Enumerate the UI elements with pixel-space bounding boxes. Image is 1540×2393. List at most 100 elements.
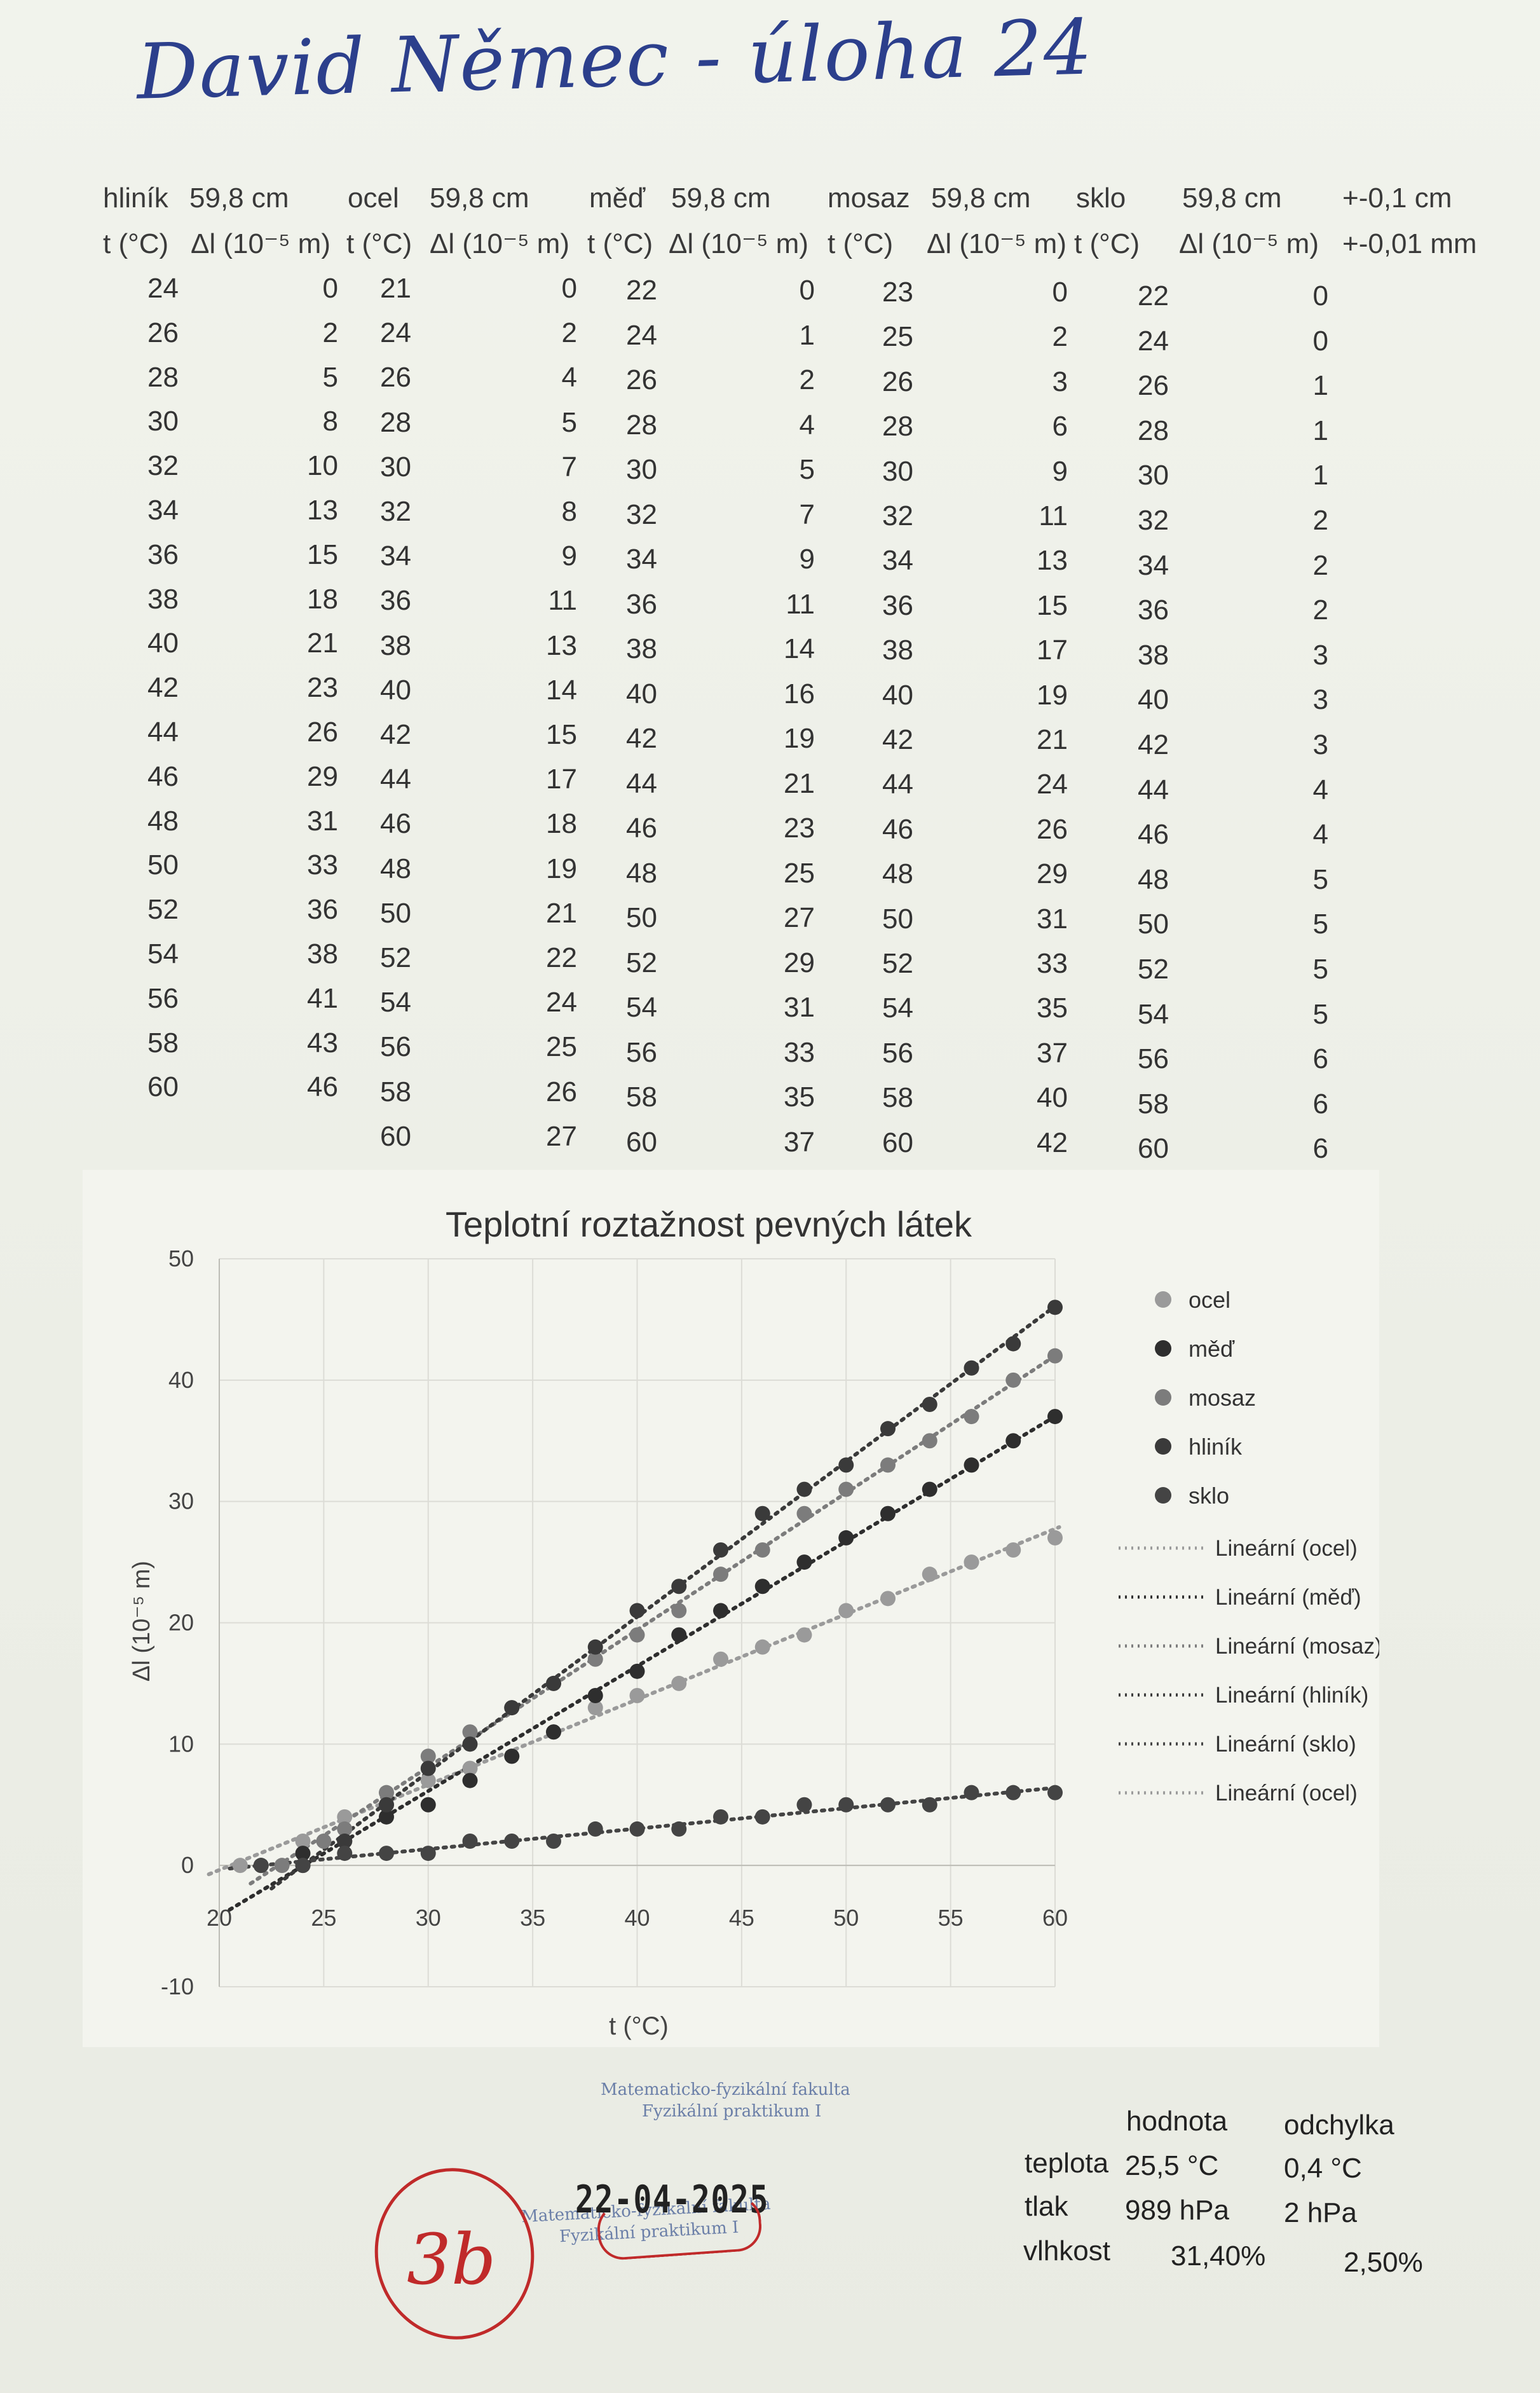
t-cell: 38 — [1138, 639, 1169, 671]
data-point-měď — [838, 1530, 854, 1546]
dl-cell: 10 — [307, 450, 338, 482]
stamp-date: 22-04-2025 — [575, 2177, 769, 2222]
data-point-ocel — [1047, 1530, 1063, 1546]
data-point-ocel — [796, 1627, 812, 1643]
t-cell: 44 — [626, 767, 657, 799]
data-point-mosaz — [420, 1748, 436, 1764]
t-cell: 38 — [626, 633, 657, 664]
dl-cell: 13 — [546, 629, 577, 661]
t-cell: 42 — [626, 723, 657, 754]
data-point-sklo — [295, 1858, 311, 1874]
t-cell: 36 — [147, 538, 179, 570]
x-tick-label: 50 — [833, 1905, 859, 1931]
t-cell: 54 — [380, 987, 411, 1018]
t-cell: 38 — [882, 634, 913, 666]
t-cell: 44 — [147, 717, 179, 748]
legend-marker — [1155, 1438, 1171, 1455]
t-cell: 26 — [1138, 370, 1169, 402]
material-name: měď — [589, 182, 646, 214]
t-cell: 58 — [147, 1027, 179, 1059]
dl-cell: 33 — [307, 849, 338, 881]
data-point-mosaz — [274, 1858, 290, 1874]
dl-cell: 6 — [1312, 1088, 1328, 1120]
conditions-deviation: 0,4 °C — [1284, 2153, 1362, 2184]
t-cell: 46 — [626, 813, 657, 844]
y-tick-label: 30 — [168, 1488, 194, 1514]
t-cell: 25 — [882, 321, 913, 353]
dl-cell: 41 — [307, 982, 338, 1014]
legend-marker — [1155, 1487, 1171, 1504]
data-point-ocel — [713, 1651, 728, 1667]
dl-cell: 6 — [1312, 1043, 1328, 1075]
t-cell: 58 — [626, 1081, 657, 1113]
data-point-sklo — [420, 1846, 436, 1862]
legend-trend-label: Lineární (mosaz) — [1215, 1634, 1379, 1659]
dl-cell: 7 — [799, 498, 815, 530]
dl-cell: 6 — [1052, 411, 1068, 442]
dl-cell: 4 — [1312, 774, 1328, 806]
data-point-hliník — [504, 1700, 520, 1716]
data-point-mosaz — [462, 1724, 478, 1740]
t-cell: 48 — [1138, 863, 1169, 895]
x-tick-label: 45 — [729, 1905, 754, 1931]
dl-cell: 5 — [1312, 909, 1328, 940]
t-cell: 38 — [380, 629, 411, 661]
t-cell: 60 — [882, 1127, 913, 1158]
t-cell: 28 — [147, 361, 179, 393]
dl-cell: 1 — [1312, 415, 1328, 446]
data-point-sklo — [713, 1809, 728, 1825]
dl-cell: 46 — [307, 1071, 338, 1103]
data-point-mosaz — [337, 1821, 353, 1837]
data-point-ocel — [587, 1700, 603, 1716]
legend-marker — [1155, 1340, 1171, 1357]
material-length: 59,8 cm — [671, 182, 771, 214]
data-point-ocel — [922, 1567, 937, 1582]
data-point-mosaz — [629, 1627, 645, 1643]
x-tick-label: 40 — [624, 1905, 650, 1931]
material-name: hliník — [103, 182, 168, 214]
dl-cell: 18 — [307, 583, 338, 615]
data-point-měď — [922, 1481, 937, 1497]
dl-cell: 11 — [548, 585, 577, 617]
data-point-hliník — [713, 1542, 728, 1558]
t-cell: 26 — [882, 366, 913, 397]
t-cell: 30 — [1138, 460, 1169, 491]
t-cell: 34 — [380, 540, 411, 572]
t-cell: 56 — [147, 982, 179, 1014]
data-point-měď — [629, 1663, 645, 1679]
uncertainty-delta: +-0,01 mm — [1342, 228, 1477, 259]
dl-cell: 0 — [1312, 280, 1328, 312]
dl-cell: 23 — [307, 672, 338, 704]
legend-label: ocel — [1189, 1287, 1230, 1313]
data-point-mosaz — [838, 1481, 854, 1497]
data-point-měď — [462, 1772, 478, 1788]
conditions-header-deviation: odchylka — [1284, 2109, 1394, 2141]
t-cell: 30 — [626, 454, 657, 485]
data-point-hliník — [379, 1797, 394, 1813]
t-header: t (°C) — [1074, 228, 1140, 259]
t-cell: 40 — [626, 678, 657, 710]
material-length: 59,8 cm — [1182, 182, 1282, 214]
t-cell: 30 — [147, 406, 179, 437]
data-point-ocel — [420, 1772, 436, 1788]
dl-cell: 5 — [1312, 954, 1328, 985]
data-point-sklo — [379, 1846, 394, 1862]
dl-cell: 31 — [784, 992, 815, 1023]
dl-cell: 24 — [1037, 769, 1068, 800]
dl-cell: 21 — [546, 897, 577, 929]
t-cell: 52 — [1138, 954, 1169, 985]
t-cell: 28 — [380, 406, 411, 438]
dl-cell: 3 — [1312, 684, 1328, 716]
dl-cell: 22 — [546, 942, 577, 973]
t-cell: 50 — [882, 903, 913, 935]
dl-cell: 37 — [1037, 1037, 1068, 1069]
dl-cell: 19 — [546, 853, 577, 884]
t-header: t (°C) — [828, 228, 894, 259]
dl-cell: 33 — [784, 1036, 815, 1068]
dl-cell: 9 — [799, 544, 815, 575]
dl-cell: 3 — [1312, 639, 1328, 671]
dl-cell: 1 — [1312, 370, 1328, 402]
data-point-měď — [796, 1554, 812, 1570]
x-tick-label: 30 — [416, 1905, 441, 1931]
dl-cell: 36 — [307, 894, 338, 926]
